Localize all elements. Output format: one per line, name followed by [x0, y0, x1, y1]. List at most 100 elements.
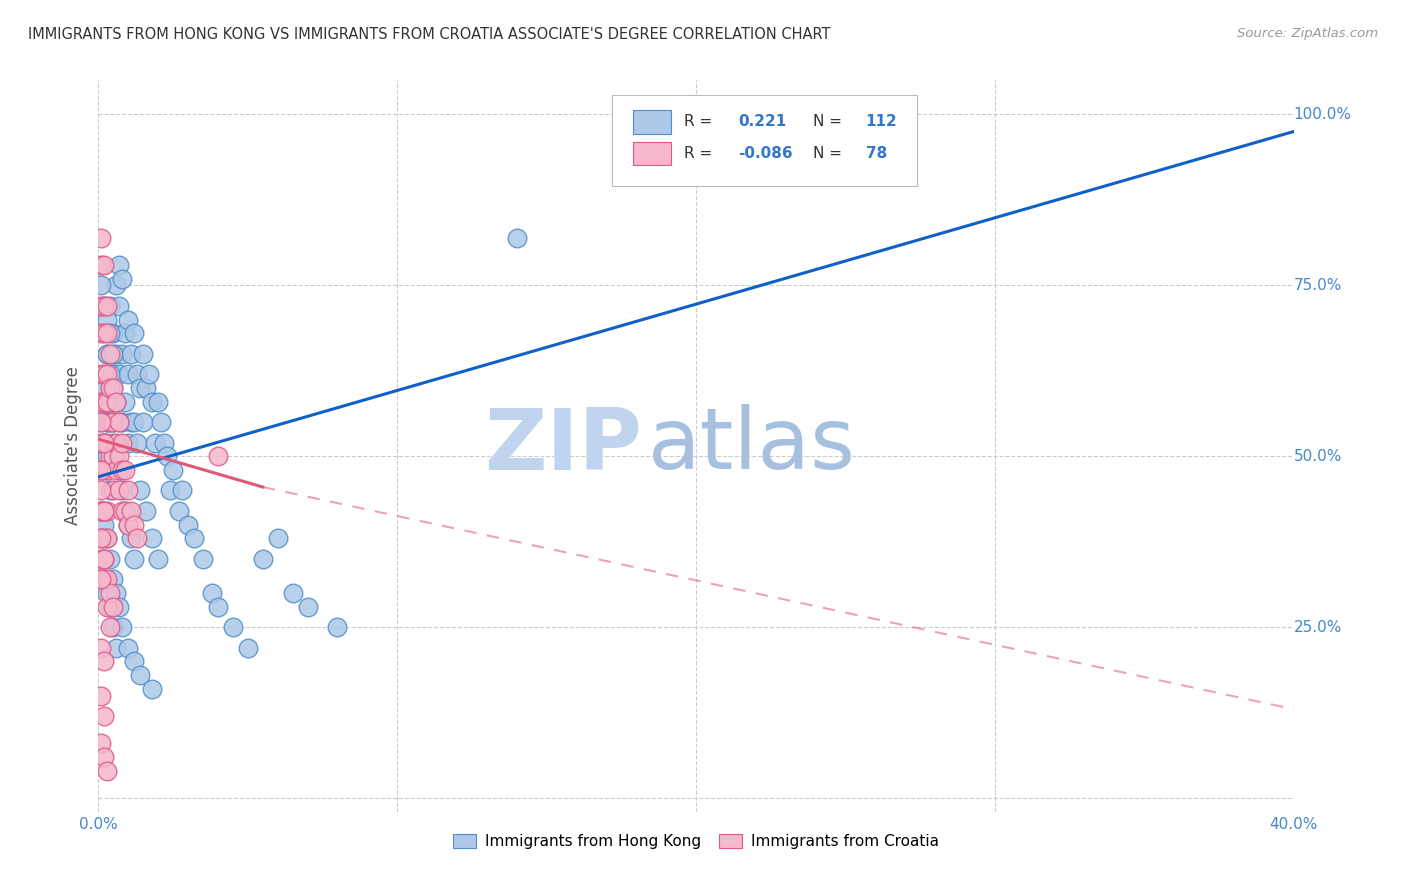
Point — [132, 347, 155, 361]
Point — [93, 551, 115, 566]
Point — [105, 278, 128, 293]
Point — [103, 347, 125, 361]
Text: Source: ZipAtlas.com: Source: ZipAtlas.com — [1237, 27, 1378, 40]
Point — [105, 394, 128, 409]
Point — [127, 531, 149, 545]
Point — [96, 764, 118, 778]
Point — [120, 347, 142, 361]
Point — [96, 415, 118, 429]
Point — [177, 517, 200, 532]
Point — [117, 435, 139, 450]
Point — [90, 504, 112, 518]
Point — [90, 258, 112, 272]
Point — [103, 368, 125, 382]
Text: IMMIGRANTS FROM HONG KONG VS IMMIGRANTS FROM CROATIA ASSOCIATE'S DEGREE CORRELAT: IMMIGRANTS FROM HONG KONG VS IMMIGRANTS … — [28, 27, 831, 42]
Point — [93, 299, 115, 313]
Point — [90, 463, 112, 477]
Point — [108, 258, 131, 272]
Text: 50.0%: 50.0% — [1294, 449, 1341, 464]
Point — [96, 368, 118, 382]
Point — [141, 681, 163, 696]
Point — [108, 368, 131, 382]
Point — [114, 394, 136, 409]
Point — [103, 572, 125, 586]
Point — [90, 531, 112, 545]
Point — [148, 394, 170, 409]
Point — [129, 381, 152, 395]
Point — [96, 599, 118, 614]
Point — [111, 347, 134, 361]
Point — [108, 599, 131, 614]
Point — [124, 654, 146, 668]
Point — [98, 347, 122, 361]
Point — [114, 504, 136, 518]
Point — [93, 572, 115, 586]
Point — [108, 299, 131, 313]
Point — [111, 620, 134, 634]
Point — [90, 736, 112, 750]
Point — [90, 463, 112, 477]
Text: N =: N = — [813, 114, 842, 129]
Point — [105, 463, 128, 477]
Point — [183, 531, 205, 545]
Point — [90, 504, 112, 518]
Bar — [633, 142, 671, 165]
FancyBboxPatch shape — [613, 95, 917, 186]
Point — [129, 483, 152, 498]
Point — [90, 435, 112, 450]
Point — [117, 640, 139, 655]
Point — [159, 483, 181, 498]
Point — [98, 299, 122, 313]
Point — [90, 483, 112, 498]
Point — [105, 449, 128, 463]
Point — [96, 347, 118, 361]
Point — [138, 368, 160, 382]
Point — [105, 347, 128, 361]
Point — [96, 415, 118, 429]
Point — [98, 483, 122, 498]
Point — [93, 572, 115, 586]
Point — [98, 449, 122, 463]
Point — [103, 620, 125, 634]
Point — [105, 394, 128, 409]
Point — [124, 551, 146, 566]
Point — [93, 463, 115, 477]
Point — [207, 599, 229, 614]
Text: ZIP: ZIP — [485, 404, 643, 488]
Point — [141, 394, 163, 409]
Point — [117, 368, 139, 382]
Point — [90, 415, 112, 429]
Point — [108, 415, 131, 429]
Point — [120, 531, 142, 545]
Point — [103, 415, 125, 429]
Point — [129, 668, 152, 682]
Point — [108, 415, 131, 429]
Point — [90, 531, 112, 545]
Point — [96, 312, 118, 326]
Point — [93, 381, 115, 395]
Point — [124, 517, 146, 532]
Point — [93, 551, 115, 566]
Point — [506, 230, 529, 244]
Point — [96, 531, 118, 545]
Point — [96, 572, 118, 586]
Point — [90, 572, 112, 586]
Bar — [633, 111, 671, 134]
Point — [93, 551, 115, 566]
Point — [98, 415, 122, 429]
Point — [90, 278, 112, 293]
Point — [93, 709, 115, 723]
Point — [117, 517, 139, 532]
Point — [96, 531, 118, 545]
Point — [93, 435, 115, 450]
Point — [156, 449, 179, 463]
Y-axis label: Associate's Degree: Associate's Degree — [65, 367, 83, 525]
Point — [153, 435, 176, 450]
Point — [167, 504, 190, 518]
Point — [111, 504, 134, 518]
Point — [96, 299, 118, 313]
Point — [117, 312, 139, 326]
Point — [108, 483, 131, 498]
Point — [93, 368, 115, 382]
Point — [111, 415, 134, 429]
